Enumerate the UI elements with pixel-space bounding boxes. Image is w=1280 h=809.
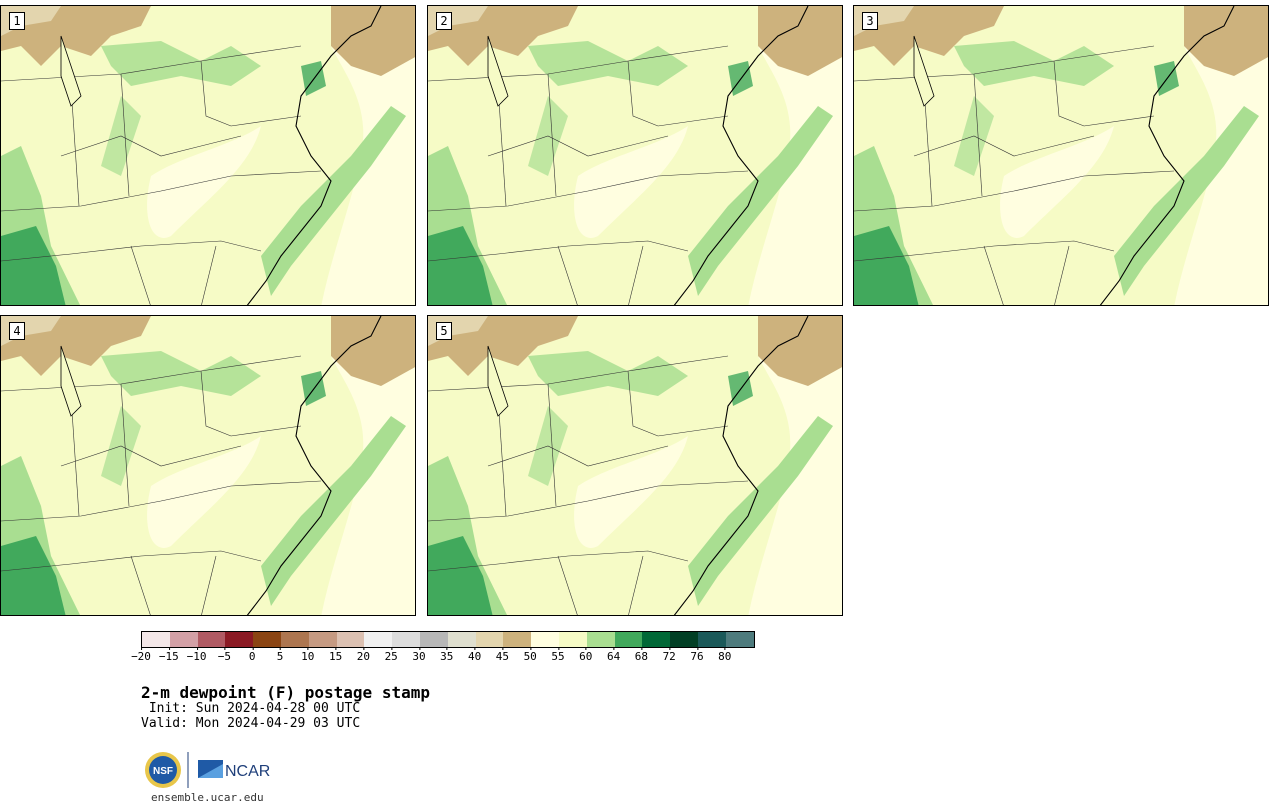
dewpoint-map bbox=[1, 6, 415, 305]
ncar-logo-icon: NCAR bbox=[198, 760, 270, 780]
colorbar-tick-label: 50 bbox=[523, 647, 537, 663]
dewpoint-map bbox=[428, 6, 842, 305]
colorbar-swatch bbox=[225, 632, 254, 647]
colorbar-tick-label: 5 bbox=[276, 647, 284, 663]
panel-label: 4 bbox=[9, 322, 25, 340]
colorbar-tick-label: 72 bbox=[662, 647, 676, 663]
colorbar-tick-label: 35 bbox=[440, 647, 454, 663]
colorbar-swatch bbox=[586, 632, 615, 647]
colorbar-tick-label: −15 bbox=[158, 647, 179, 663]
map-panel-2: 2 bbox=[427, 5, 843, 306]
nsf-logo-text: NSF bbox=[153, 766, 173, 777]
colorbar-tick-label: 15 bbox=[328, 647, 343, 663]
ncar-logo-text: NCAR bbox=[225, 763, 270, 780]
colorbar-tick-label: 64 bbox=[606, 647, 621, 663]
colorbar-tick-label: 45 bbox=[495, 647, 510, 663]
colorbar-swatch bbox=[558, 632, 587, 647]
colorbar-swatch bbox=[392, 632, 420, 647]
panel-label: 2 bbox=[436, 12, 452, 30]
colorbar-tick-label: 40 bbox=[467, 647, 482, 663]
colorbar-tick-label: 60 bbox=[579, 647, 593, 663]
colorbar-tick-label: −10 bbox=[186, 647, 207, 663]
dewpoint-map bbox=[854, 6, 1268, 305]
panel-label: 1 bbox=[9, 12, 25, 30]
colorbar-swatch bbox=[503, 632, 532, 647]
colorbar-swatch bbox=[142, 632, 170, 647]
nsf-logo-icon: NSF bbox=[145, 752, 181, 788]
colorbar-tick-label: −5 bbox=[217, 647, 232, 663]
colorbar-swatch bbox=[697, 632, 726, 647]
plot-title: 2-m dewpoint (F) postage stamp bbox=[141, 683, 430, 702]
colorbar-tick-label: 76 bbox=[690, 647, 704, 663]
colorbar-swatch bbox=[670, 632, 698, 647]
map-panel-4: 4 bbox=[0, 315, 416, 616]
colorbar-tick-label: 55 bbox=[551, 647, 565, 663]
colorbar-swatch bbox=[531, 632, 559, 647]
colorbar-swatch bbox=[364, 632, 393, 647]
panel-label: 5 bbox=[436, 322, 452, 340]
website-link[interactable]: ensemble.ucar.edu bbox=[151, 791, 264, 804]
map-panel-5: 5 bbox=[427, 315, 843, 616]
dewpoint-map bbox=[1, 316, 415, 615]
valid-time: Valid: Mon 2024-04-29 03 UTC bbox=[141, 716, 361, 731]
map-panel-3: 3 bbox=[853, 5, 1269, 306]
colorbar-swatch bbox=[419, 632, 448, 647]
colorbar-swatch bbox=[614, 632, 643, 647]
colorbar-tick-label: 10 bbox=[301, 647, 315, 663]
colorbar bbox=[141, 631, 755, 648]
colorbar-swatch bbox=[475, 632, 504, 647]
colorbar-swatch bbox=[336, 632, 365, 647]
colorbar-tick-label: 20 bbox=[356, 647, 371, 663]
colorbar-swatch bbox=[253, 632, 281, 647]
colorbar-swatch bbox=[308, 632, 337, 647]
colorbar-tick-label: 80 bbox=[718, 647, 732, 663]
colorbar-ticks: −20 −15 −10 −5 0 5 10 15 20 25 30 35 40 45 50 55 60 64 68 7… bbox=[131, 647, 757, 668]
colorbar-swatch bbox=[280, 632, 309, 647]
colorbar-swatch bbox=[725, 632, 754, 647]
colorbar-tick-label: 68 bbox=[634, 647, 649, 663]
logos: NSF NCAR bbox=[145, 752, 270, 788]
colorbar-swatch bbox=[447, 632, 476, 647]
map-panel-1: 1 bbox=[0, 5, 416, 306]
colorbar-tick-label: 25 bbox=[384, 647, 398, 663]
colorbar-swatch bbox=[642, 632, 671, 647]
dewpoint-map bbox=[428, 316, 842, 615]
init-time: Init: Sun 2024-04-28 00 UTC bbox=[141, 701, 361, 716]
colorbar-tick-label: 0 bbox=[248, 647, 256, 663]
colorbar-tick-label: −20 bbox=[131, 647, 151, 663]
panel-label: 3 bbox=[862, 12, 878, 30]
colorbar-swatch bbox=[169, 632, 198, 647]
colorbar-swatch bbox=[197, 632, 226, 647]
colorbar-tick-label: 30 bbox=[412, 647, 426, 663]
